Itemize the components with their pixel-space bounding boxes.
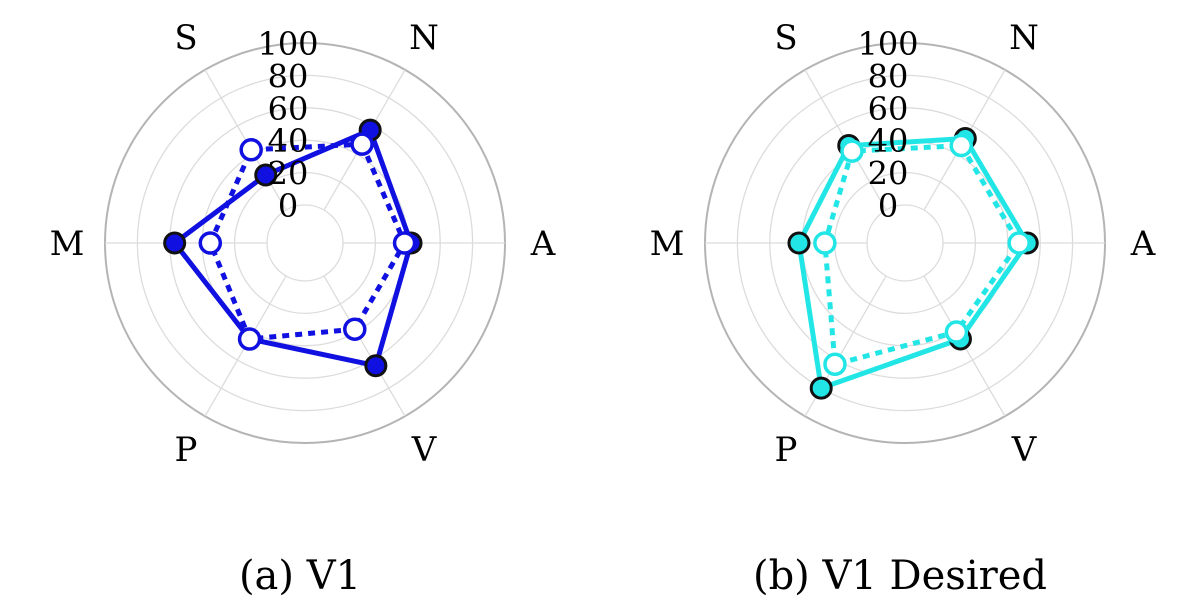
axis-label: N [409, 18, 439, 58]
radial-tick-label: 80 [268, 57, 309, 95]
radial-tick-label: 100 [257, 25, 318, 63]
radial-tick-label: 100 [857, 25, 918, 63]
axis-label: S [774, 18, 797, 58]
marker-open [350, 132, 374, 156]
marker-filled [809, 376, 833, 400]
marker-open [343, 317, 367, 341]
marker-open [813, 231, 837, 255]
radial-tick-label: 20 [268, 155, 309, 193]
marker-open [237, 327, 262, 351]
caption-a: (a) V1 [238, 553, 362, 599]
marker-open [1007, 231, 1031, 255]
axis-label: M [650, 224, 685, 264]
marker-filled [163, 231, 187, 255]
axis-label: M [50, 224, 85, 264]
marker-filled [254, 163, 278, 187]
radial-tick-label: 60 [868, 90, 909, 128]
radial-tick-label: 40 [268, 122, 309, 160]
axis-label: N [1009, 18, 1039, 58]
marker-open [949, 133, 974, 158]
radar-panel-a: N A V P M S 0 20 40 60 80 100 (a) V1 [50, 18, 556, 599]
marker-open [392, 231, 417, 255]
marker-open [840, 139, 864, 163]
axis-label: V [411, 430, 438, 470]
caption-b: (b) V1 Desired [752, 553, 1048, 599]
radial-tick-label: 60 [268, 90, 309, 128]
radial-tick-label: 20 [868, 155, 909, 193]
axis-label: V [1011, 430, 1038, 470]
marker-open [198, 231, 223, 255]
radial-tick-label: 0 [878, 187, 898, 225]
axis-spoke [323, 275, 406, 417]
marker-filled [787, 231, 811, 255]
radar-panel-b: N A V P M S 0 20 40 60 80 100 (b) V1 Desired [600, 0, 1200, 607]
marker-open [239, 138, 263, 162]
marker-open [944, 320, 969, 344]
axis-label: A [1130, 224, 1156, 264]
marker-open [823, 352, 847, 377]
axis-label: A [530, 224, 556, 264]
axis-label: S [174, 18, 197, 58]
radial-tick-label: 80 [868, 57, 909, 95]
radial-tick-label: 40 [868, 122, 909, 160]
axis-label: P [175, 430, 198, 470]
series-line-solid [796, 136, 1030, 391]
axis-label: P [775, 430, 798, 470]
marker-filled [364, 354, 388, 378]
radial-tick-label: 0 [278, 187, 298, 225]
